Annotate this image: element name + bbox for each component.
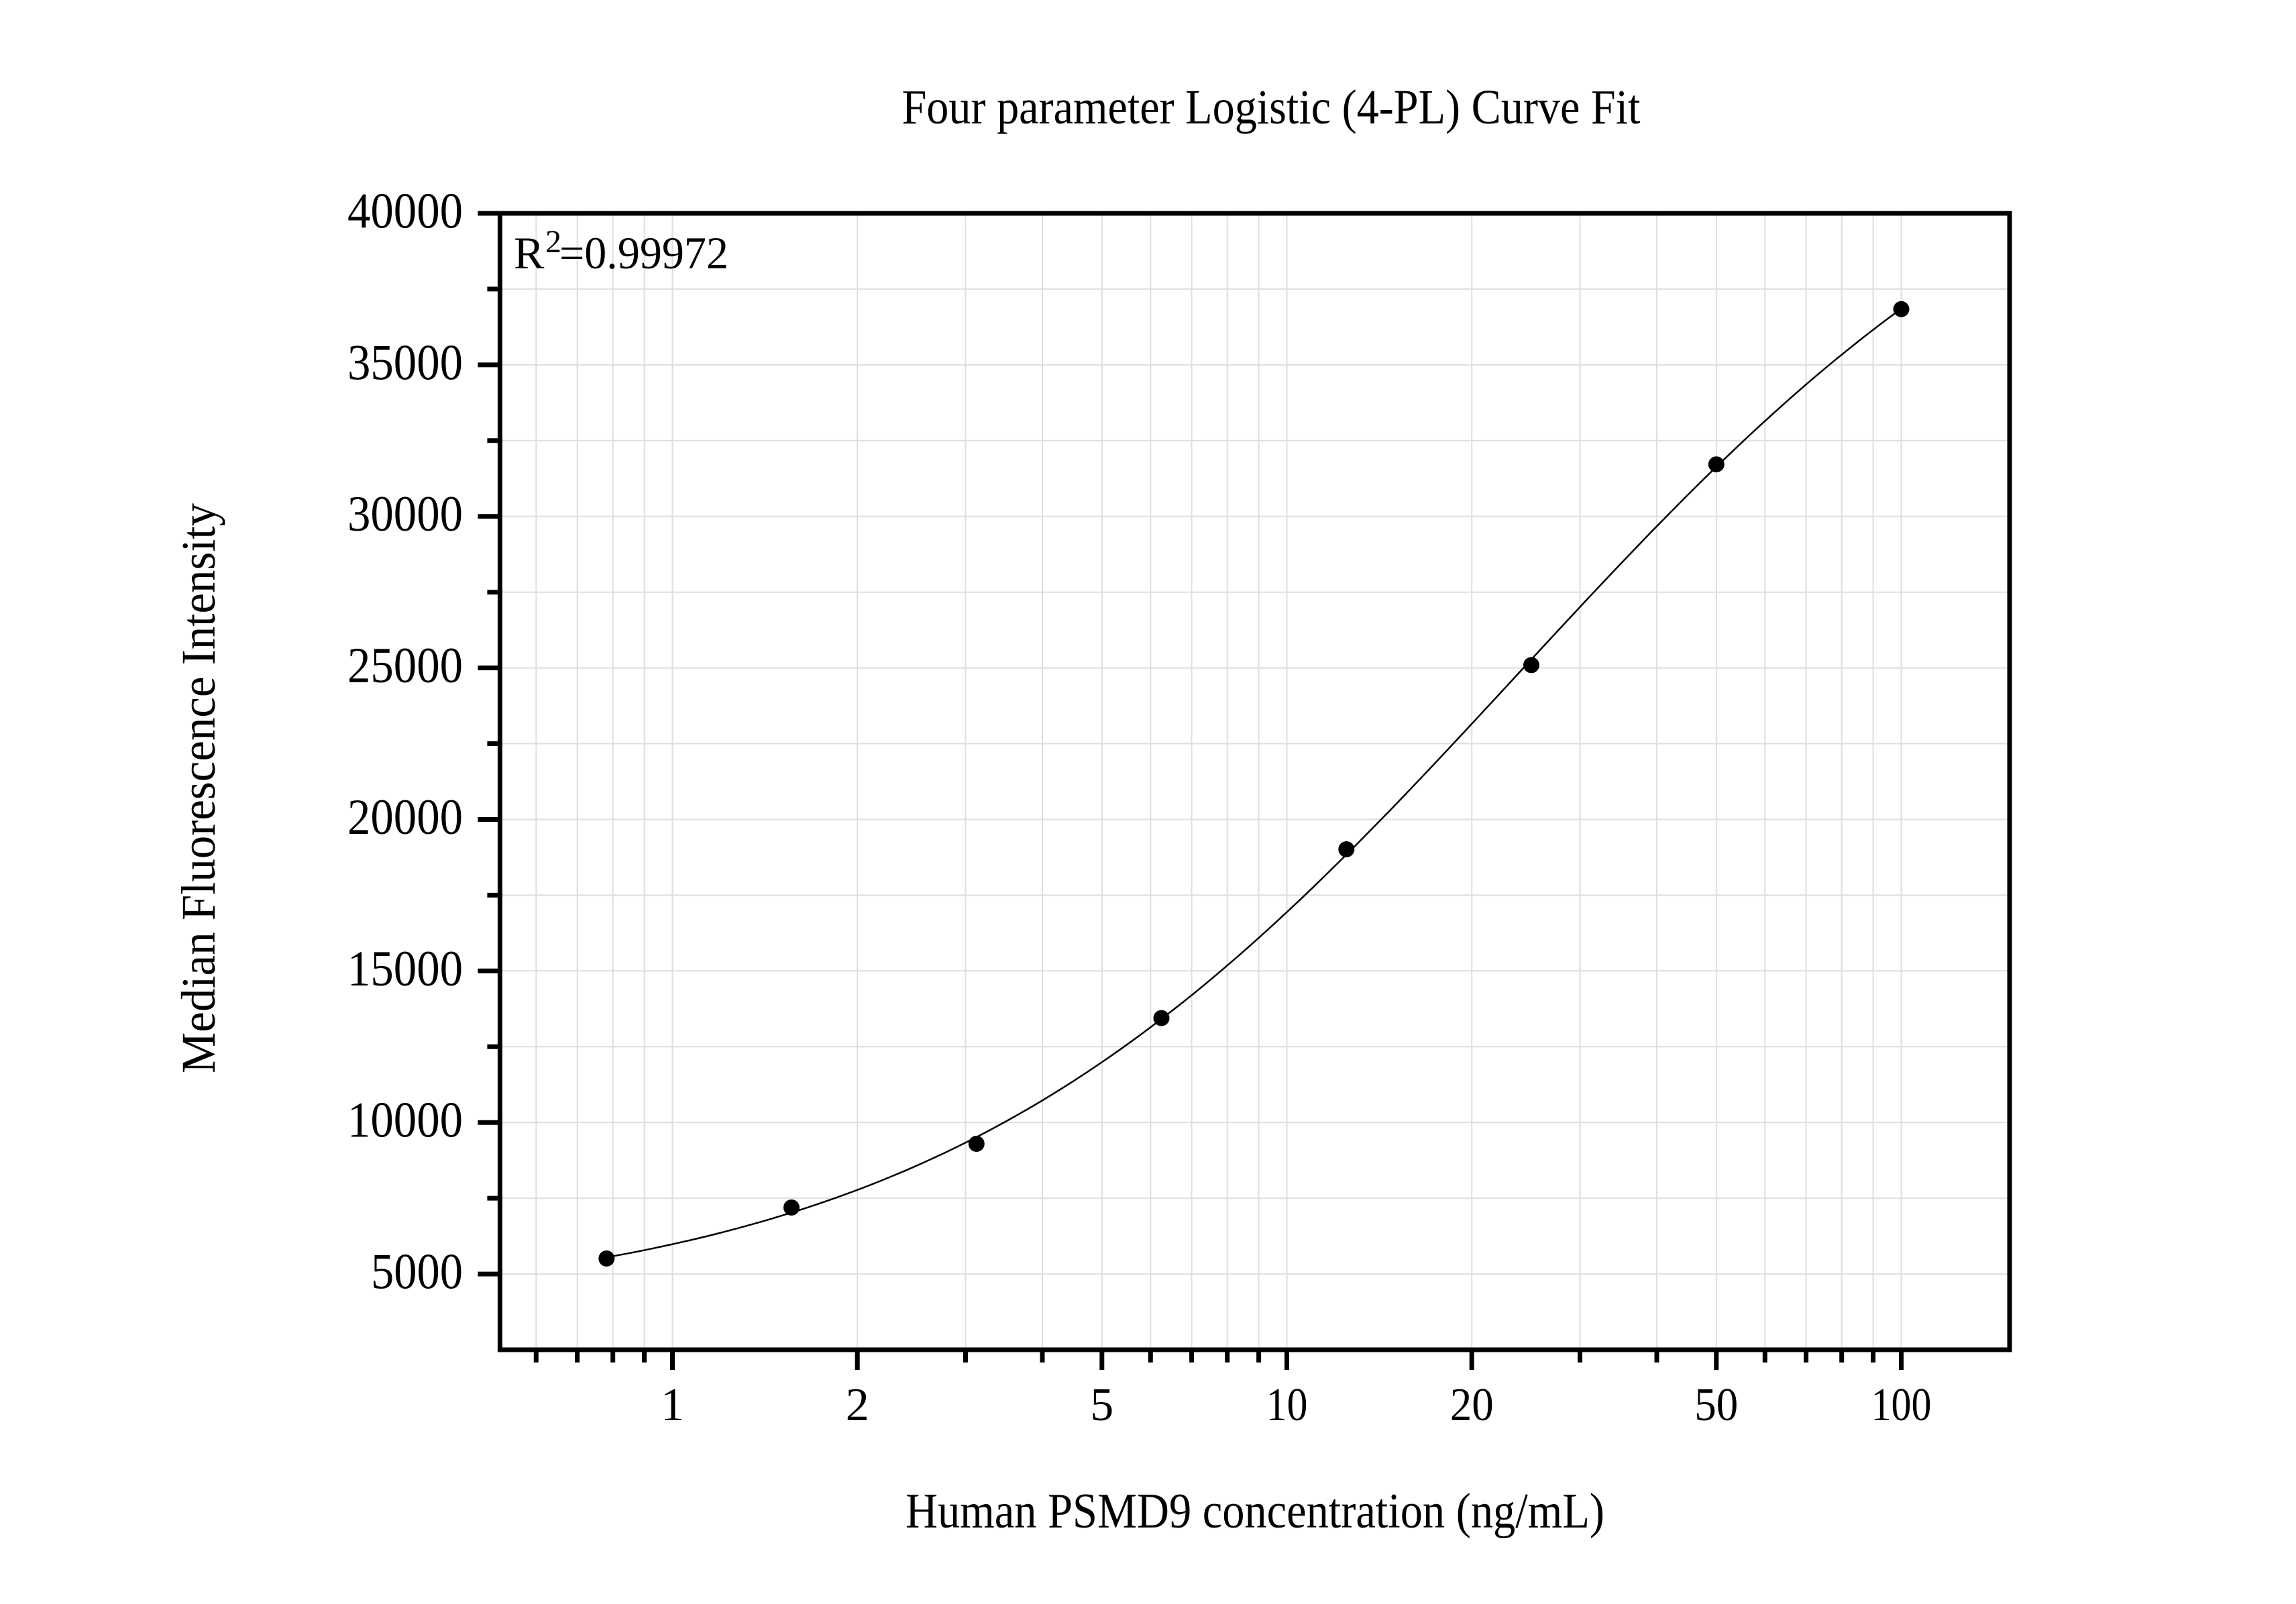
svg-text:25000: 25000 [347,638,463,694]
svg-text:35000: 35000 [347,335,463,390]
svg-text:20: 20 [1450,1379,1494,1431]
svg-text:5: 5 [1090,1379,1113,1431]
svg-text:Median Fluorescence Intensity: Median Fluorescence Intensity [172,503,225,1073]
svg-text:10000: 10000 [347,1093,463,1148]
svg-text:1: 1 [661,1379,684,1431]
svg-text:Human PSMD9 concentration (ng/: Human PSMD9 concentration (ng/mL) [906,1484,1604,1539]
svg-text:2: 2 [846,1379,869,1431]
svg-text:Four parameter Logistic (4-PL): Four parameter Logistic (4-PL) Curve Fit [902,80,1641,134]
svg-text:5000: 5000 [371,1244,463,1300]
svg-text:R2=0.99972: R2=0.99972 [514,224,728,278]
svg-text:20000: 20000 [347,790,463,845]
svg-text:40000: 40000 [347,184,463,239]
svg-text:15000: 15000 [347,941,463,997]
svg-text:100: 100 [1871,1379,1932,1431]
svg-text:10: 10 [1266,1379,1308,1431]
svg-text:50: 50 [1694,1379,1738,1431]
svg-text:30000: 30000 [347,486,463,542]
